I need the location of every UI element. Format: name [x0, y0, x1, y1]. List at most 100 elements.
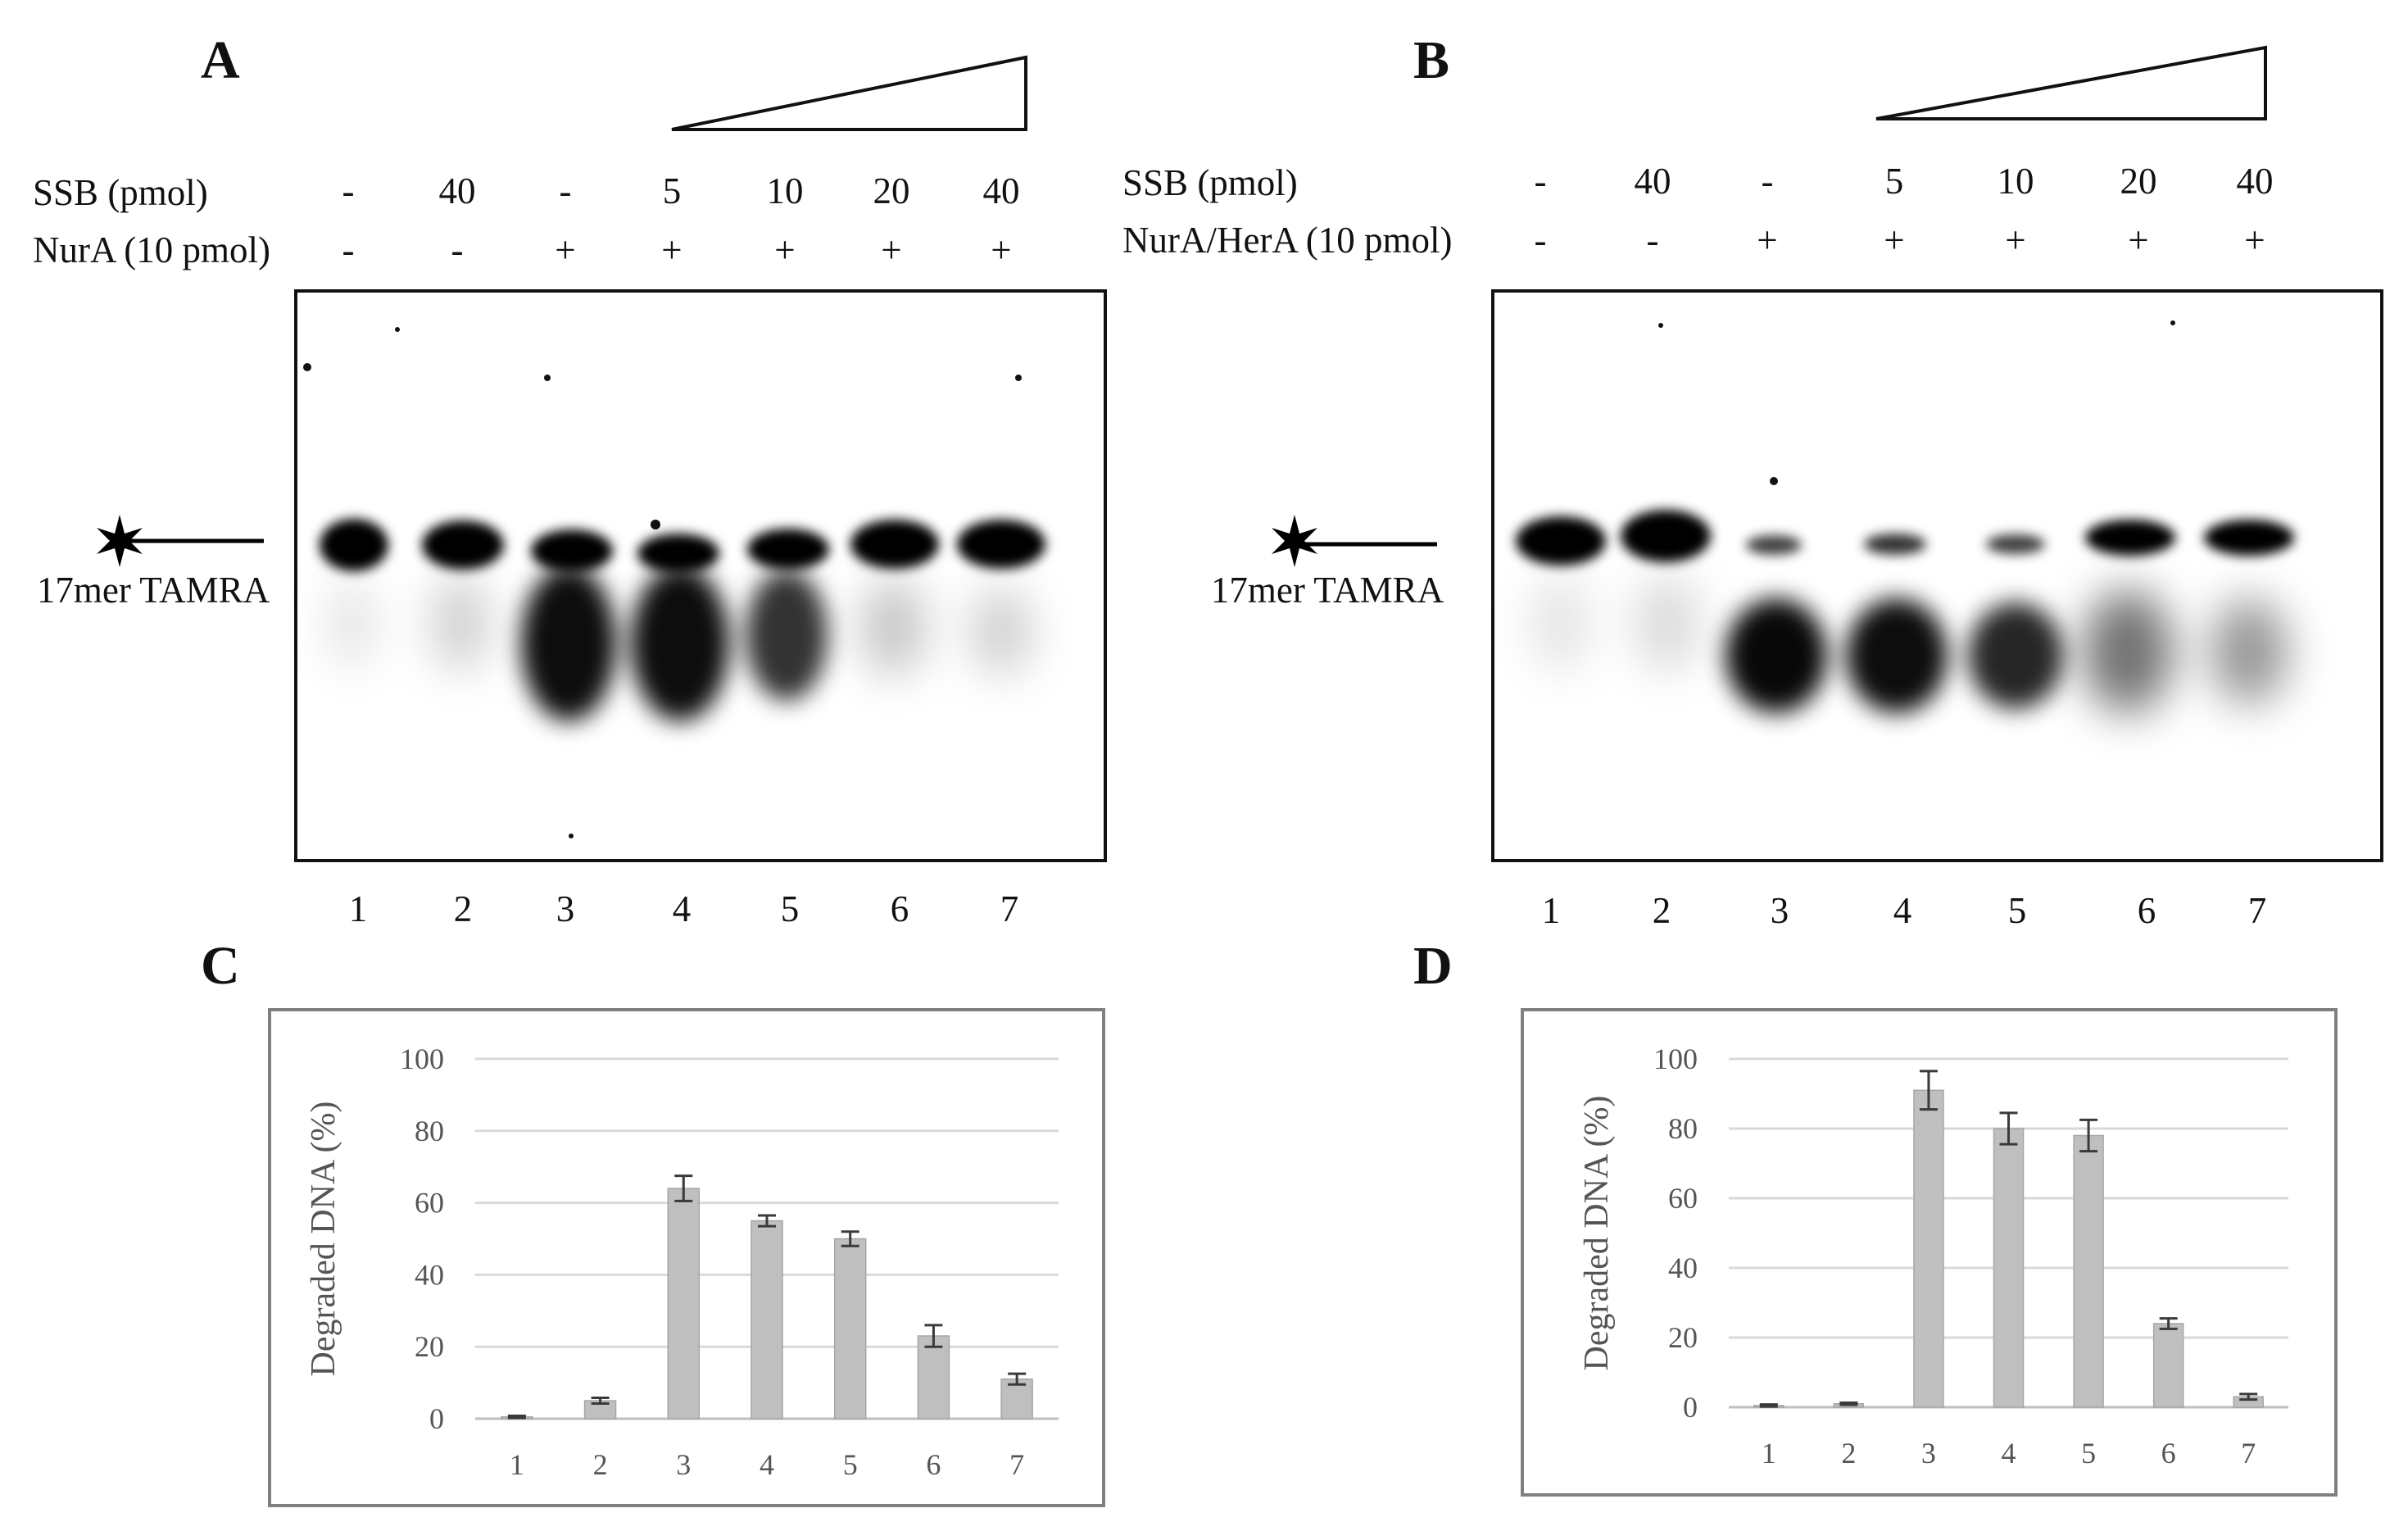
y-tick-label: 0	[429, 1402, 444, 1435]
lane-number: 6	[891, 888, 909, 929]
lane-number: 2	[1653, 890, 1671, 931]
ssb-value: 20	[873, 170, 910, 211]
panel-a: A SSB (pmol) NurA (10 pmol) - 40 - 5 10 …	[33, 30, 1107, 929]
x-tick-label: 1	[1762, 1437, 1776, 1470]
y-tick-label: 40	[415, 1258, 444, 1291]
ssb-value: 40	[983, 170, 1020, 211]
ssb-values: - 40 - 5 10 20 40	[342, 170, 1020, 211]
x-tick-label: 3	[676, 1448, 691, 1481]
ssb-value: 10	[767, 170, 804, 211]
enzyme-row-label: NurA/HerA (10 pmol)	[1122, 220, 1452, 261]
y-tick-label: 60	[415, 1187, 444, 1220]
enzyme-values: - - + + + + +	[342, 229, 1012, 270]
marker-label-b: 17mer TAMRA	[1211, 570, 1444, 611]
bar	[833, 1238, 867, 1420]
ssb-value: -	[1762, 161, 1774, 202]
lane-number: 4	[673, 888, 692, 929]
enzyme-value: +	[2005, 220, 2025, 261]
ssb-value: 5	[1885, 161, 1904, 202]
lane-number: 1	[349, 888, 368, 929]
enzyme-value: +	[661, 229, 682, 270]
ssb-value: 40	[2237, 161, 2274, 202]
bar	[667, 1188, 701, 1420]
ssb-values: - 40 - 5 10 20 40	[1535, 161, 2274, 202]
x-tick-label: 7	[1009, 1448, 1024, 1481]
lane-number: 7	[2248, 890, 2267, 931]
y-tick-label: 100	[400, 1043, 444, 1075]
x-tick-label: 4	[760, 1448, 774, 1481]
enzyme-value: +	[555, 229, 575, 270]
lane-number: 3	[1771, 890, 1789, 931]
x-tick-label: 4	[2002, 1437, 2016, 1470]
lane-number: 4	[1893, 890, 1912, 931]
molecular-marker-b: 17mer TAMRA	[1211, 515, 1444, 611]
y-tick-label: 100	[1653, 1043, 1698, 1075]
enzyme-value: +	[2128, 220, 2148, 261]
panel-b: B SSB (pmol) NurA/HerA (10 pmol) - 40 - …	[1122, 30, 2383, 931]
enzyme-value: -	[451, 229, 464, 270]
enzyme-row-label: NurA (10 pmol)	[33, 229, 270, 270]
enzyme-value: -	[1535, 220, 1547, 261]
lane-number: 5	[781, 888, 800, 929]
star-icon	[1272, 515, 1317, 567]
y-tick-label: 0	[1683, 1391, 1698, 1424]
enzyme-value: +	[881, 229, 901, 270]
lane-numbers-a: 1 2 3 4 5 6 7	[349, 888, 1019, 929]
bar	[2073, 1134, 2104, 1408]
lane-number: 5	[2008, 890, 2027, 931]
x-tick-label: 1	[510, 1448, 524, 1481]
gel-image-b	[1491, 289, 2383, 862]
y-tick-label: 80	[415, 1115, 444, 1147]
marker-label-a: 17mer TAMRA	[37, 570, 270, 611]
lane-number: 1	[1542, 890, 1561, 931]
ssb-value: 20	[2120, 161, 2157, 202]
bar	[1993, 1128, 2025, 1408]
ssb-value: 40	[1635, 161, 1671, 202]
ssb-row-label: SSB (pmol)	[1122, 162, 1298, 203]
x-tick-label: 2	[593, 1448, 608, 1481]
x-tick-label: 5	[843, 1448, 858, 1481]
enzyme-value: +	[1884, 220, 1904, 261]
panel-c-letter: C	[201, 936, 240, 996]
y-tick-label: 20	[415, 1330, 444, 1363]
x-tick-label: 6	[2161, 1437, 2176, 1470]
enzyme-value: +	[2244, 220, 2265, 261]
x-tick-label: 2	[1841, 1437, 1856, 1470]
lane-numbers-b: 1 2 3 4 5 6 7	[1542, 890, 2267, 931]
ssb-value: -	[560, 170, 572, 211]
bar-chart-d: 0 20 40 60 80 100 1 2 3 4 5 6 7 Degraded DNA (%)	[1578, 1043, 2288, 1470]
y-tick-label: 20	[1668, 1321, 1698, 1354]
bar	[1913, 1089, 1944, 1408]
ssb-row-label: SSB (pmol)	[33, 172, 208, 213]
enzyme-value: -	[342, 229, 355, 270]
lane-number: 2	[454, 888, 473, 929]
enzyme-values: - - + + + + +	[1535, 220, 2265, 261]
gel-image-a	[294, 289, 1107, 862]
ssb-gradient-triangle	[1875, 45, 2267, 120]
ssb-value: 5	[663, 170, 682, 211]
x-tick-label: 3	[1921, 1437, 1936, 1470]
enzyme-value: +	[1757, 220, 1777, 261]
lane-number: 6	[2138, 890, 2156, 931]
y-axis-label: Degraded DNA (%)	[305, 1102, 342, 1377]
ssb-value: 40	[439, 170, 476, 211]
star-icon	[97, 515, 143, 567]
molecular-marker-a: 17mer TAMRA	[37, 515, 270, 611]
lane-number: 3	[556, 888, 575, 929]
panel-d-letter: D	[1413, 936, 1453, 996]
enzyme-value: +	[991, 229, 1011, 270]
ssb-value: 10	[1998, 161, 2034, 202]
enzyme-value: +	[774, 229, 795, 270]
y-axis-label: Degraded DNA (%)	[1578, 1096, 1616, 1371]
ssb-value: -	[342, 170, 355, 211]
bar	[751, 1220, 783, 1420]
panel-b-letter: B	[1413, 30, 1449, 90]
bar	[2152, 1323, 2184, 1408]
lane-number: 7	[1000, 888, 1019, 929]
panel-a-letter: A	[201, 30, 240, 90]
ssb-gradient-triangle	[671, 55, 1027, 131]
x-tick-label: 7	[2241, 1437, 2256, 1470]
enzyme-value: -	[1647, 220, 1659, 261]
y-tick-label: 40	[1668, 1252, 1698, 1284]
